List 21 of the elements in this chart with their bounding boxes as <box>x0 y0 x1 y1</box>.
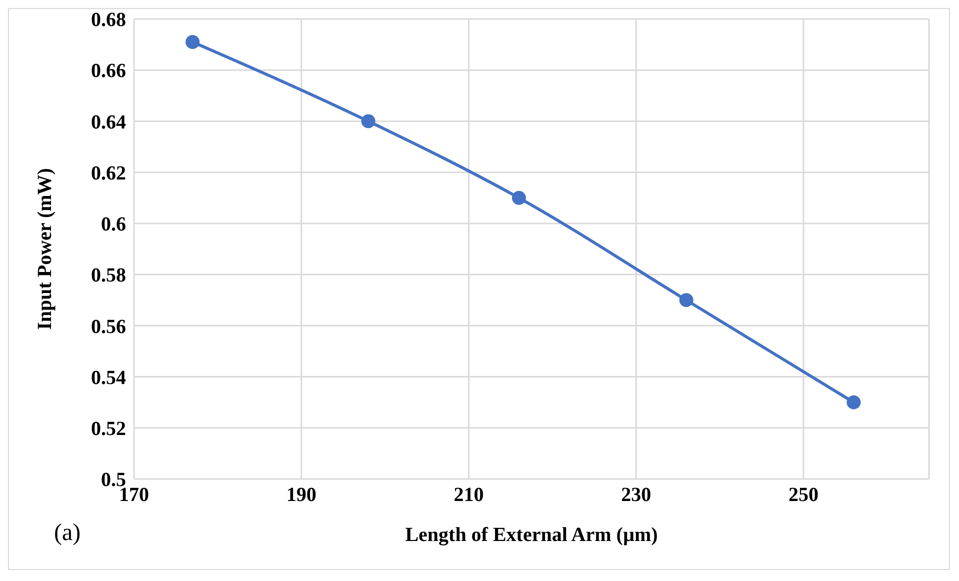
point <box>679 293 694 308</box>
y-tick-label: 0.54 <box>91 366 126 389</box>
x-tick-label: 210 <box>454 484 484 506</box>
y-tick-label: 0.6 <box>101 214 126 236</box>
point <box>512 190 526 205</box>
x-tick-label: 230 <box>621 484 652 506</box>
x-axis-title: Length of External Arm (µm) <box>405 524 658 546</box>
y-tick-label: 0.58 <box>91 264 126 287</box>
y-tick-label: 0.64 <box>91 111 126 134</box>
y-axis-title: Input Power (mW) <box>34 168 56 330</box>
text: (a) <box>54 520 81 547</box>
y-tick-label: 0.68 <box>91 9 126 32</box>
point <box>361 114 376 128</box>
y-tick-label: 0.52 <box>91 418 126 440</box>
y-tick-label: 0.62 <box>91 162 126 184</box>
x-tick-label: 190 <box>286 484 316 506</box>
x-tick-label: 250 <box>788 484 818 506</box>
y-tick-label: 0.66 <box>91 60 126 82</box>
y-tick-label: 0.56 <box>91 316 126 338</box>
point <box>846 395 861 410</box>
point <box>186 35 200 49</box>
